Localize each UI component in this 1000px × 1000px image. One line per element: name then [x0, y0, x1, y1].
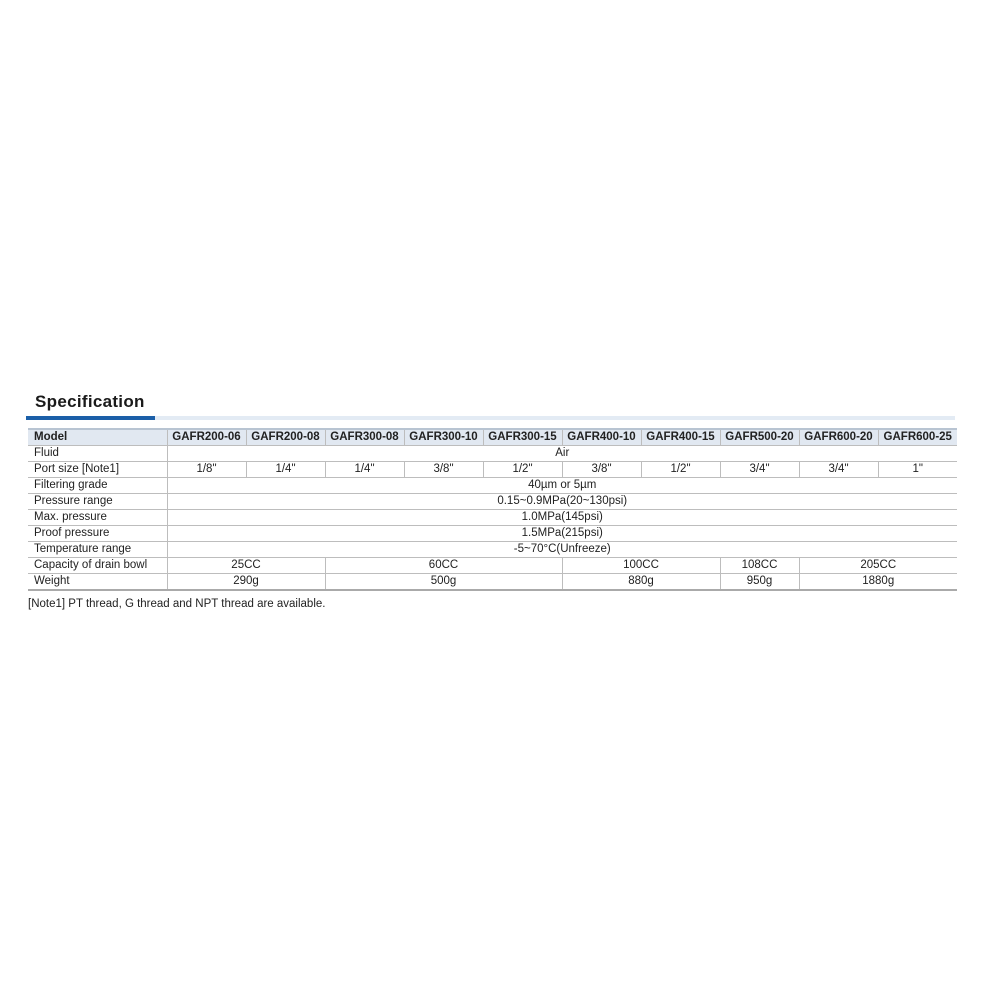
value-cell: 1/2" [640, 461, 721, 478]
row-label: Filtering grade [28, 477, 168, 494]
value-cell: 1/4" [324, 461, 405, 478]
value-cell: 3/8" [403, 461, 484, 478]
row-label: Port size [Note1] [28, 461, 168, 478]
table-row-fluid: Fluid Air [28, 445, 957, 462]
table-row-temperature-range: Temperature range -5~70°C(Unfreeze) [28, 541, 957, 558]
row-label: Weight [28, 573, 168, 591]
title-underline-accent [26, 416, 155, 420]
value-cell: 205CC [798, 557, 957, 574]
row-label: Pressure range [28, 493, 168, 510]
value-cell: 3/8" [561, 461, 642, 478]
model-cell: GAFR400-15 [640, 428, 721, 446]
value-cell: 100CC [561, 557, 721, 574]
table-row-weight: Weight 290g 500g 880g 950g 1880g [28, 573, 957, 591]
row-label: Temperature range [28, 541, 168, 558]
value-cell: 1/4" [245, 461, 326, 478]
model-cell: GAFR200-08 [245, 428, 326, 446]
model-cell: GAFR600-25 [877, 428, 957, 446]
table-row-port-size: Port size [Note1] 1/8" 1/4" 1/4" 3/8" 1/… [28, 461, 957, 478]
value-cell: 880g [561, 573, 721, 591]
value-cell: 1880g [798, 573, 957, 591]
table-row-pressure-range: Pressure range 0.15~0.9MPa(20~130psi) [28, 493, 957, 510]
title-underline [155, 416, 955, 420]
value-cell: 1/2" [482, 461, 563, 478]
value-cell: 950g [719, 573, 800, 591]
value-cell: 60CC [324, 557, 563, 574]
table-row-filtering-grade: Filtering grade 40µm or 5µm [28, 477, 957, 494]
footnote: [Note1] PT thread, G thread and NPT thre… [28, 598, 326, 610]
row-label: Proof pressure [28, 525, 168, 542]
table-row-proof-pressure: Proof pressure 1.5MPa(215psi) [28, 525, 957, 542]
row-label: Capacity of drain bowl [28, 557, 168, 574]
section-title: Specification [35, 392, 145, 411]
model-cell: GAFR600-20 [798, 428, 879, 446]
value-cell: Air [166, 445, 957, 462]
table-row-drain-bowl: Capacity of drain bowl 25CC 60CC 100CC 1… [28, 557, 957, 574]
table-row-max-pressure: Max. pressure 1.0MPa(145psi) [28, 509, 957, 526]
model-cell: GAFR200-06 [166, 428, 247, 446]
value-cell: 40µm or 5µm [166, 477, 957, 494]
value-cell: -5~70°C(Unfreeze) [166, 541, 957, 558]
row-label: Model [28, 428, 168, 446]
specification-table: Model GAFR200-06 GAFR200-08 GAFR300-08 G… [28, 428, 957, 591]
row-label: Fluid [28, 445, 168, 462]
model-cell: GAFR500-20 [719, 428, 800, 446]
value-cell: 108CC [719, 557, 800, 574]
value-cell: 290g [166, 573, 326, 591]
value-cell: 1/8" [166, 461, 247, 478]
model-cell: GAFR300-10 [403, 428, 484, 446]
value-cell: 25CC [166, 557, 326, 574]
value-cell: 1.0MPa(145psi) [166, 509, 957, 526]
value-cell: 3/4" [798, 461, 879, 478]
row-label: Max. pressure [28, 509, 168, 526]
value-cell: 0.15~0.9MPa(20~130psi) [166, 493, 957, 510]
value-cell: 500g [324, 573, 563, 591]
model-cell: GAFR300-08 [324, 428, 405, 446]
value-cell: 1.5MPa(215psi) [166, 525, 957, 542]
value-cell: 3/4" [719, 461, 800, 478]
value-cell: 1" [877, 461, 957, 478]
model-cell: GAFR400-10 [561, 428, 642, 446]
model-cell: GAFR300-15 [482, 428, 563, 446]
table-row-model: Model GAFR200-06 GAFR200-08 GAFR300-08 G… [28, 428, 957, 446]
